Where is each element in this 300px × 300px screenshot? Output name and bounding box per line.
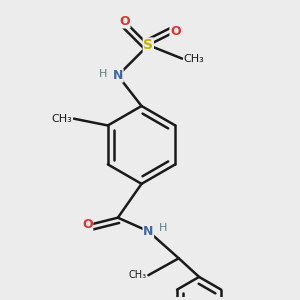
Text: O: O xyxy=(170,25,181,38)
Text: O: O xyxy=(119,15,130,28)
Text: O: O xyxy=(82,218,93,231)
Text: N: N xyxy=(143,225,154,238)
Text: CH₃: CH₃ xyxy=(52,114,72,124)
Text: CH₃: CH₃ xyxy=(184,54,205,64)
Text: H: H xyxy=(159,223,167,233)
Text: N: N xyxy=(113,69,123,82)
Text: CH₃: CH₃ xyxy=(128,270,147,280)
Text: S: S xyxy=(143,38,153,52)
Text: H: H xyxy=(98,69,107,79)
